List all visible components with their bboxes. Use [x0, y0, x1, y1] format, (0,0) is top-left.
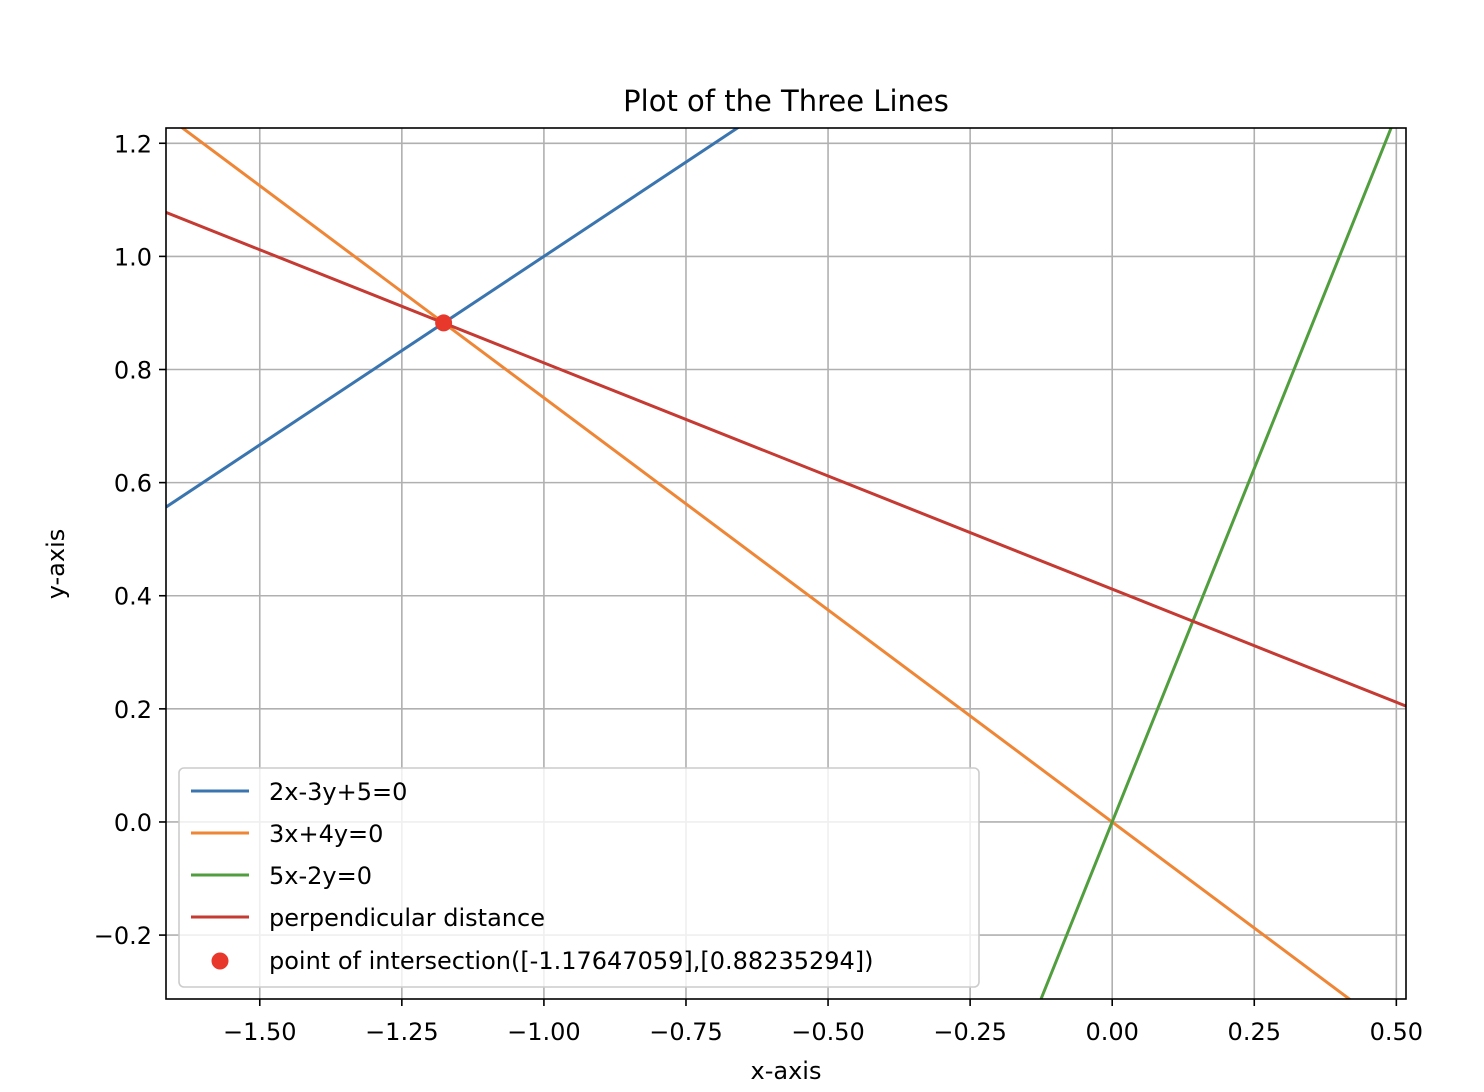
legend-point-marker	[211, 952, 229, 970]
series-line-3	[1039, 128, 1393, 999]
y-tick-label: 0.0	[114, 809, 152, 837]
x-tick-label: −1.50	[223, 1018, 297, 1046]
y-axis-title: y-axis	[42, 529, 70, 600]
axes-frame	[165, 127, 1407, 1000]
y-tick-label: 0.2	[114, 696, 152, 724]
x-tick-label: −1.25	[365, 1018, 439, 1046]
y-tick-label: 1.0	[114, 243, 152, 271]
plot-area	[166, 128, 1406, 999]
series-line-1	[166, 128, 741, 509]
legend-label-3: 5x-2y=0	[269, 862, 372, 890]
x-tick-label: −0.50	[791, 1018, 865, 1046]
legend-label-2: 3x+4y=0	[269, 820, 383, 848]
intersection-point	[435, 314, 453, 332]
chart-title: Plot of the Three Lines	[623, 84, 949, 118]
y-tick-label: 0.6	[114, 470, 152, 498]
y-axis-ticks: −0.2 0.0 0.2 0.4 0.6 0.8 1.0 1.2	[94, 130, 166, 950]
legend-label-1: 2x-3y+5=0	[269, 778, 407, 806]
y-tick-label: 1.2	[114, 130, 152, 158]
y-tick-label: −0.2	[94, 922, 152, 950]
legend: 2x-3y+5=0 3x+4y=0 5x-2y=0 perpendicular dis…	[178, 767, 980, 988]
x-axis-ticks: −1.50 −1.25 −1.00 −0.75 −0.50 −0.25 0.00 0.25 0.…	[223, 999, 1423, 1046]
series-line-4	[166, 211, 1406, 708]
x-tick-label: −1.00	[507, 1018, 581, 1046]
x-tick-label: 0.25	[1228, 1018, 1281, 1046]
y-tick-label: 0.4	[114, 583, 152, 611]
x-tick-label: 0.50	[1370, 1018, 1423, 1046]
x-tick-label: −0.75	[649, 1018, 723, 1046]
x-tick-label: −0.25	[933, 1018, 1007, 1046]
x-tick-label: 0.00	[1085, 1018, 1138, 1046]
legend-box	[178, 767, 980, 988]
x-axis-title: x-axis	[751, 1057, 822, 1085]
legend-label-4: perpendicular distance	[269, 904, 545, 932]
legend-label-point: point of intersection([-1.17647059],[0.8…	[269, 947, 874, 975]
y-tick-label: 0.8	[114, 357, 152, 385]
series-line-2	[179, 128, 1352, 999]
